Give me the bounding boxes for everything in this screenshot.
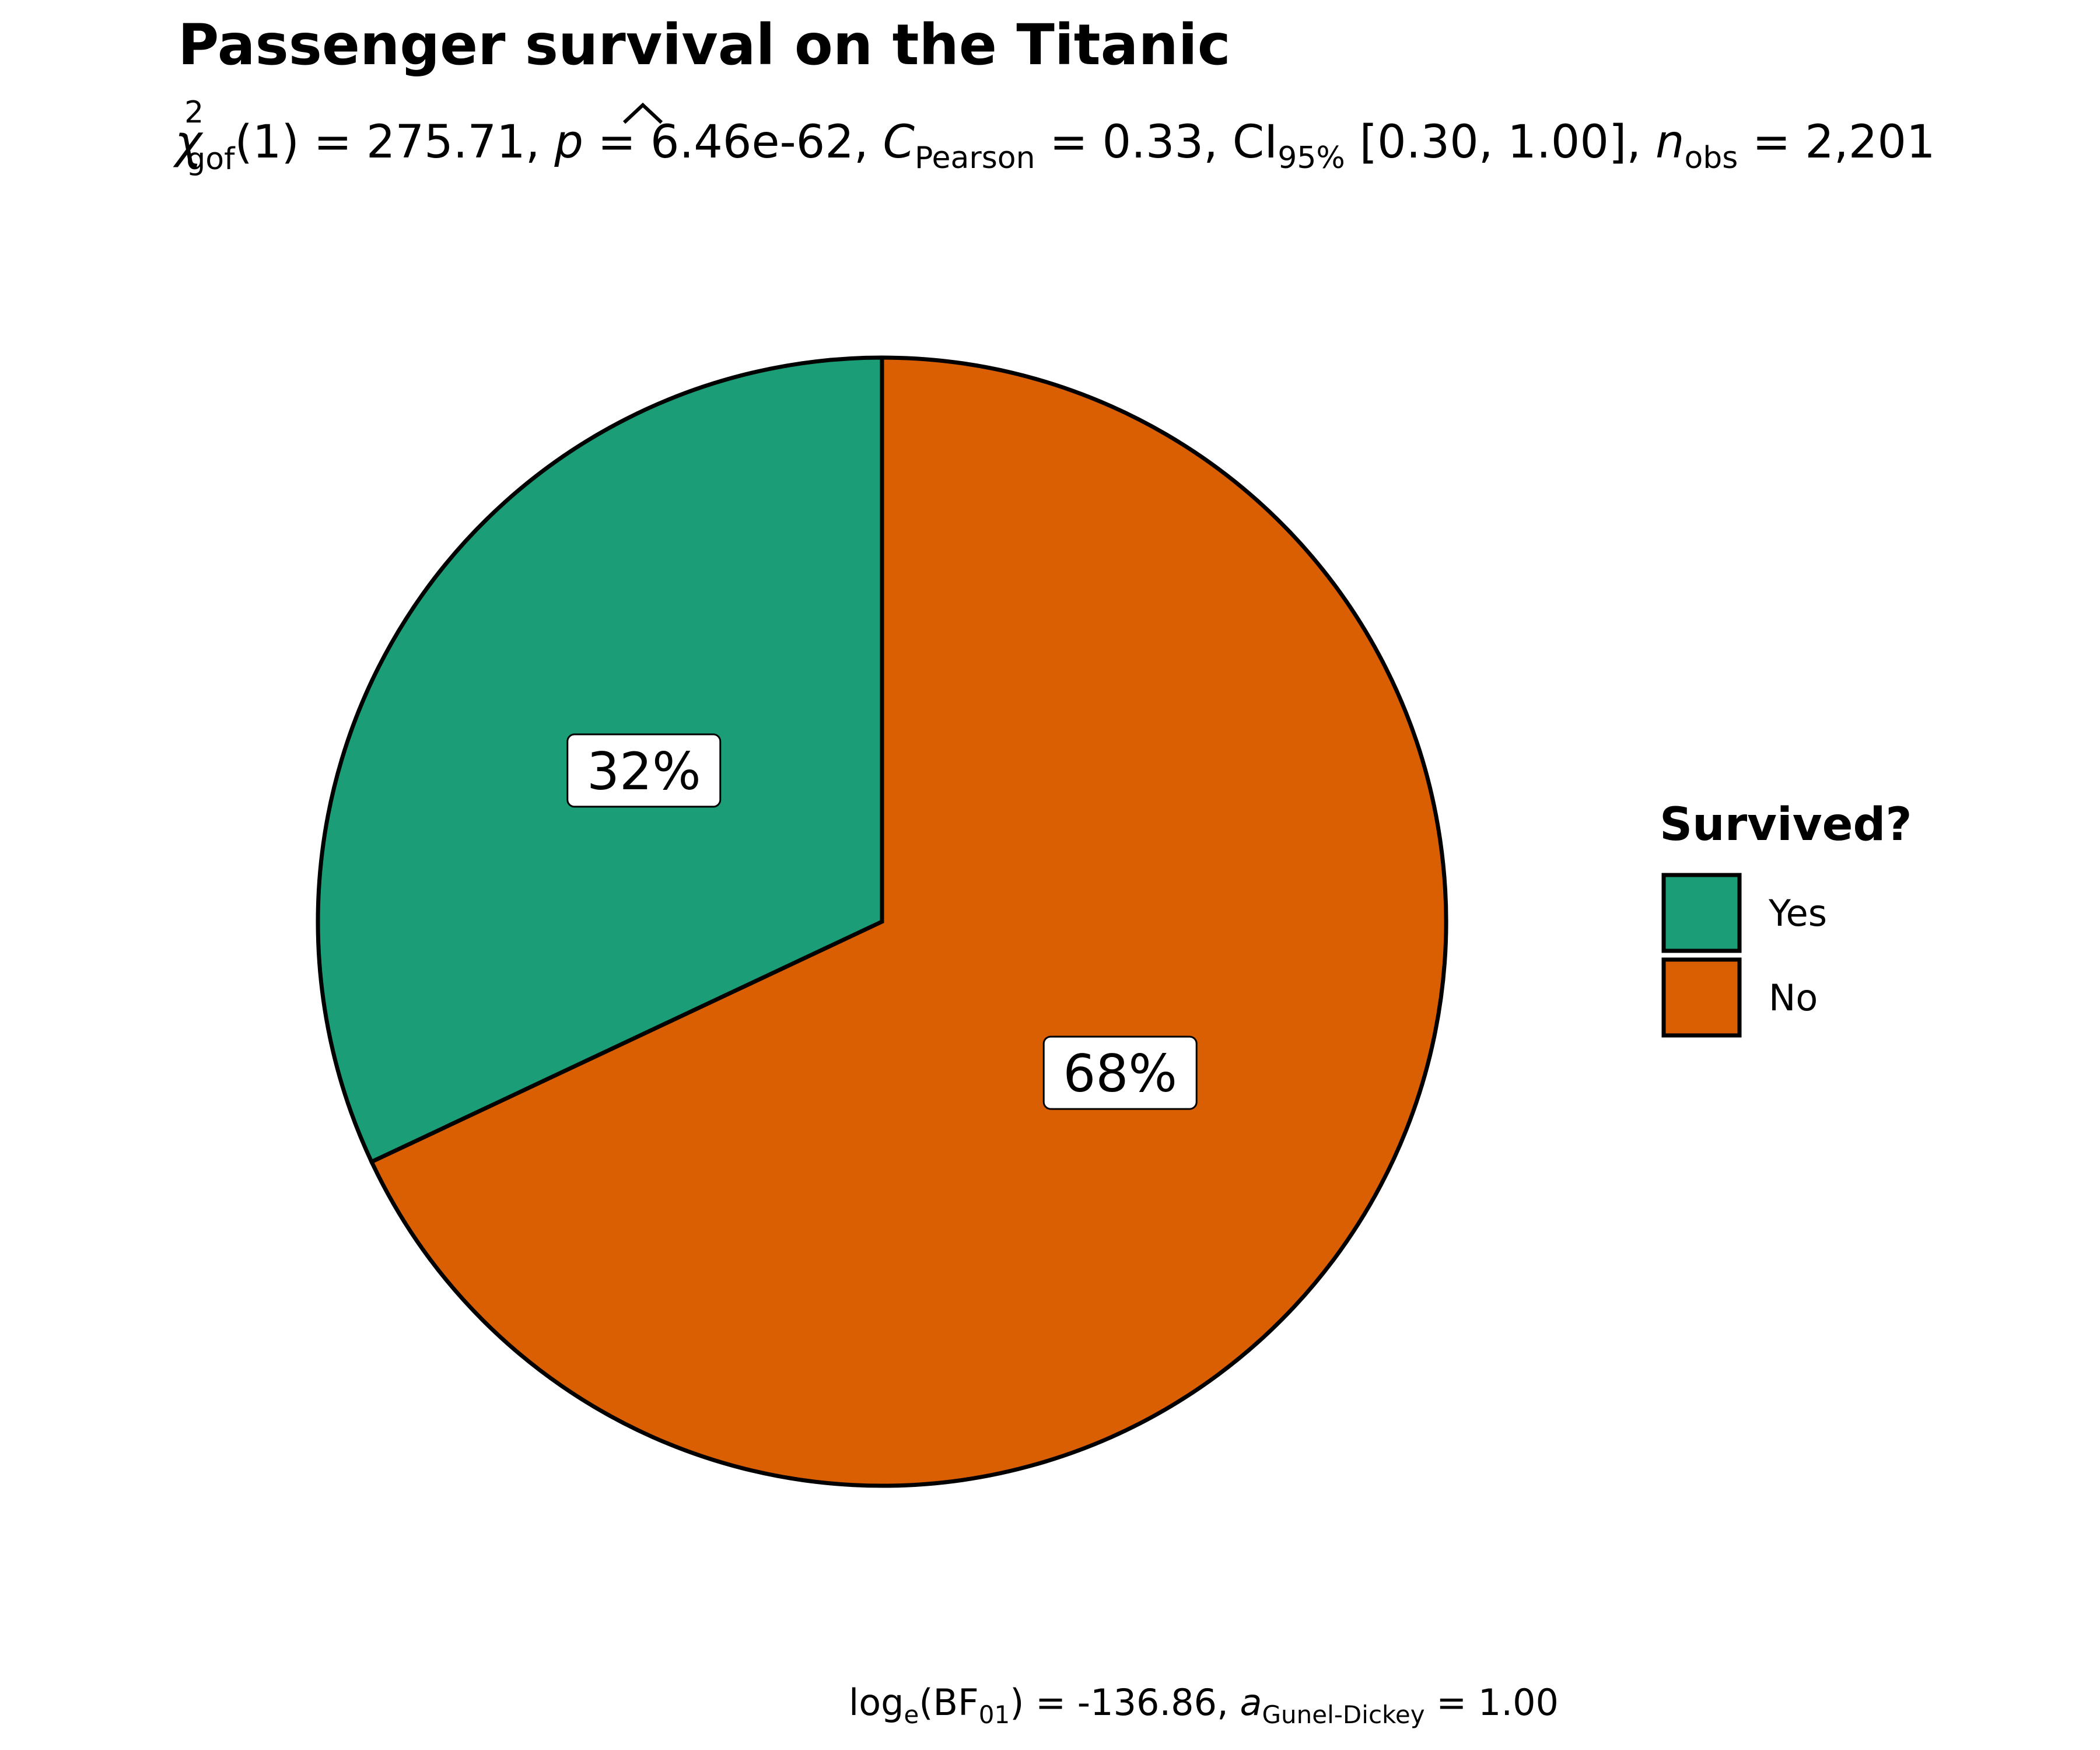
legend-items: Yes No <box>1661 873 1827 1038</box>
c-value: = 0.33, CI <box>1035 116 1278 169</box>
n-symbol: n <box>1656 116 1684 169</box>
c-hat-icon <box>622 102 663 124</box>
slice-label-box <box>1042 1035 1198 1110</box>
legend-key-no <box>1661 957 1742 1038</box>
chart-caption: loge(BF01) = -136.86, aGunel-Dickey = 1.… <box>849 1681 1559 1729</box>
legend-label-no: No <box>1769 977 1818 1019</box>
ci-subscript: 95% <box>1278 141 1345 176</box>
bf-subscript: 01 <box>979 1700 1010 1729</box>
chi-symbol: χ <box>173 116 204 169</box>
n-value: = 2,201 <box>1738 116 1935 169</box>
chi-value: = 275.71, <box>299 116 554 169</box>
ci-value: [0.30, 1.00], <box>1345 116 1656 169</box>
bf-value: ) = -136.86, <box>1010 1681 1240 1724</box>
a-subscript: Gunel-Dickey <box>1262 1700 1424 1729</box>
slice-label-yes: 32% <box>566 733 722 808</box>
bf-text: (BF <box>919 1681 978 1724</box>
a-symbol: a <box>1240 1681 1262 1724</box>
c-subscript: Pearson <box>915 141 1035 176</box>
pie-slice-no <box>369 355 1448 1488</box>
chi-superscript: 2 <box>184 95 204 130</box>
c-symbol: C <box>883 116 915 169</box>
legend: Survived? Yes No <box>1660 799 1912 1038</box>
legend-title: Survived? <box>1660 799 1912 851</box>
legend-label-yes: Yes <box>1768 892 1827 935</box>
slice-label-text: 32% <box>587 741 701 802</box>
p-value: = 6.46e-62, <box>583 116 883 169</box>
chi-subscript: gof <box>186 142 236 177</box>
pie-labels: 32% 68% <box>566 733 1198 1110</box>
slice-label-box <box>566 733 722 808</box>
pie-slices <box>316 355 1448 1488</box>
slice-label-no: 68% <box>1042 1035 1198 1110</box>
chart-title: Passenger survival on the Titanic <box>178 12 1231 78</box>
slice-label-text: 68% <box>1063 1044 1177 1104</box>
log-subscript: e <box>904 1700 919 1729</box>
a-value: = 1.00 <box>1425 1681 1559 1724</box>
legend-key-yes <box>1661 873 1742 953</box>
n-subscript: obs <box>1684 141 1738 176</box>
p-symbol: p <box>554 116 583 169</box>
log-text: log <box>849 1681 904 1724</box>
df-text: (1) <box>235 116 299 169</box>
chart-subtitle: χ2 gof(1) = 275.71, p = 6.46e-62, CPearso… <box>173 95 1936 177</box>
